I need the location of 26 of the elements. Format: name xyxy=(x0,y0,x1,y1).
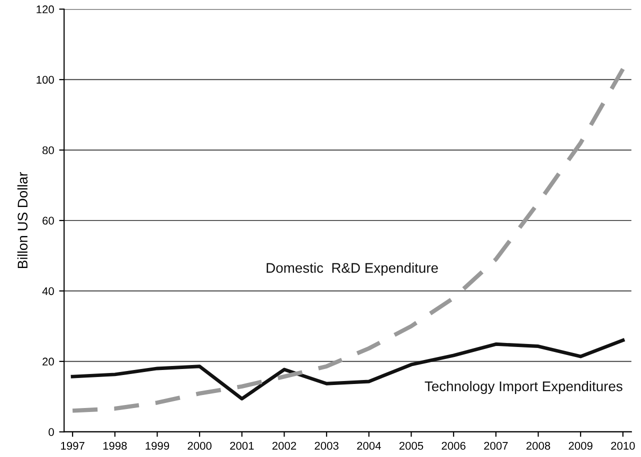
y-tick-label: 60 xyxy=(42,216,54,225)
x-tick-label: 2001 xyxy=(230,442,254,450)
y-tick-label: 40 xyxy=(42,287,54,296)
series-label: Domestic R&D Expenditure xyxy=(266,262,438,276)
x-tick-label: 2009 xyxy=(568,442,592,450)
x-tick-label: 2006 xyxy=(442,442,466,450)
line-series xyxy=(70,66,626,413)
x-tick-label: 2010 xyxy=(611,442,635,450)
y-tick-label: 120 xyxy=(36,5,54,14)
series-label: Technology Import Expenditures xyxy=(424,381,622,394)
x-tick-label: 2007 xyxy=(484,442,508,450)
x-tick-label: 2004 xyxy=(357,442,381,450)
x-tick-label: 2008 xyxy=(526,442,550,450)
y-tick-label: 20 xyxy=(42,358,54,366)
y-axis-title: Billon US Dollar xyxy=(17,172,28,268)
x-tick-label: 1997 xyxy=(61,442,84,450)
y-tick-label: 0 xyxy=(48,428,54,436)
line-series xyxy=(70,338,625,400)
x-tick-label: 2005 xyxy=(399,442,424,450)
x-tick-label: 2000 xyxy=(188,442,212,450)
x-tick-label: 1998 xyxy=(103,442,127,450)
x-tick-label: 2003 xyxy=(314,442,338,450)
x-tick-label: 2002 xyxy=(272,442,296,450)
x-tick-label: 1999 xyxy=(146,442,170,450)
y-tick-label: 100 xyxy=(36,76,54,84)
y-tick-label: 80 xyxy=(42,146,54,154)
